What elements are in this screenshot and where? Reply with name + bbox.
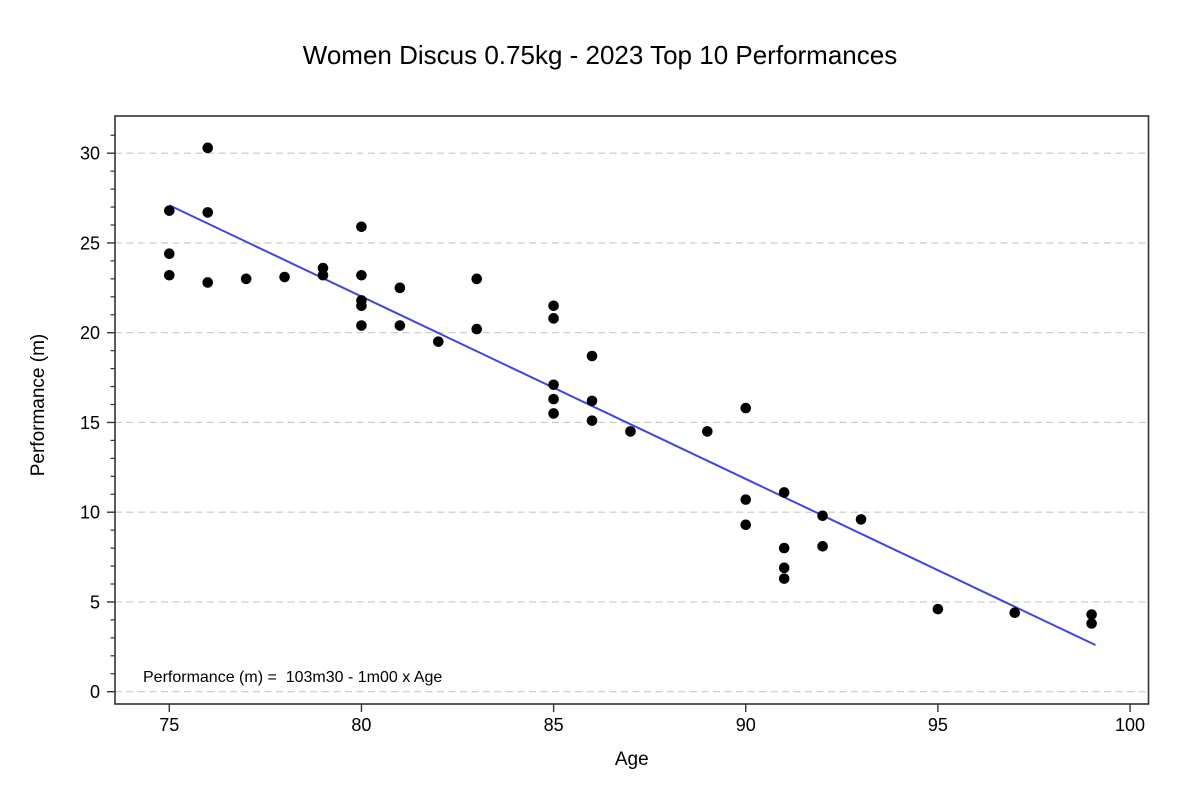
data-point bbox=[164, 269, 175, 281]
axis-ticks bbox=[107, 134, 1131, 712]
data-point bbox=[164, 248, 175, 260]
chart-title: Women Discus 0.75kg - 2023 Top 10 Perfor… bbox=[302, 40, 898, 70]
y-tick-label: 0 bbox=[90, 682, 100, 702]
data-point bbox=[778, 562, 790, 574]
data-point bbox=[740, 494, 752, 505]
data-point bbox=[778, 573, 790, 584]
data-point bbox=[548, 300, 559, 312]
x-tick-label: 95 bbox=[928, 715, 948, 735]
data-point bbox=[702, 426, 713, 437]
data-point bbox=[548, 313, 559, 324]
data-point bbox=[356, 320, 367, 331]
data-point bbox=[855, 514, 867, 525]
plot-frame bbox=[114, 115, 1150, 705]
data-point bbox=[202, 207, 214, 218]
data-point bbox=[471, 323, 483, 335]
y-tick-label: 30 bbox=[80, 144, 100, 164]
data-point bbox=[394, 320, 406, 331]
data-point bbox=[356, 300, 367, 312]
data-point bbox=[778, 542, 790, 554]
x-tick-label: 85 bbox=[544, 715, 564, 735]
data-point bbox=[240, 273, 252, 285]
y-tick-label: 15 bbox=[80, 413, 100, 433]
data-point bbox=[279, 271, 290, 283]
data-point bbox=[740, 519, 752, 531]
data-point bbox=[932, 603, 944, 615]
y-axis-label: Performance (m) bbox=[28, 334, 49, 477]
data-point bbox=[317, 269, 329, 281]
data-point bbox=[1086, 618, 1097, 629]
data-point bbox=[817, 541, 828, 552]
y-tick-label: 10 bbox=[80, 503, 100, 523]
data-point bbox=[548, 393, 559, 405]
data-point bbox=[356, 269, 367, 281]
data-point bbox=[740, 402, 752, 414]
data-point bbox=[433, 336, 444, 347]
regression-equation-annotation: Performance (m) = 103m30 - 1m00 x Age bbox=[143, 669, 442, 686]
data-point bbox=[548, 379, 559, 391]
data-point bbox=[548, 408, 559, 419]
data-point bbox=[1086, 609, 1097, 620]
data-points bbox=[164, 142, 1097, 629]
data-point bbox=[1009, 607, 1021, 619]
data-point bbox=[202, 277, 214, 288]
x-axis-label: Age bbox=[615, 749, 649, 770]
x-tick-label: 100 bbox=[1115, 715, 1145, 735]
tick-labels: 0 5 10 15 20 25 30 75 80 85 90 95 100 bbox=[80, 144, 1145, 735]
gridlines bbox=[115, 152, 1149, 693]
y-tick-label: 20 bbox=[80, 323, 100, 343]
data-point bbox=[586, 415, 598, 426]
data-point bbox=[778, 487, 790, 498]
data-point bbox=[586, 350, 598, 362]
data-point bbox=[202, 142, 214, 154]
data-point bbox=[164, 205, 175, 216]
data-point bbox=[586, 395, 598, 407]
x-tick-label: 75 bbox=[159, 715, 179, 735]
data-point bbox=[394, 282, 406, 294]
y-tick-label: 25 bbox=[80, 233, 100, 253]
x-tick-label: 80 bbox=[351, 715, 371, 735]
data-point bbox=[471, 273, 483, 285]
y-tick-label: 5 bbox=[90, 592, 100, 612]
x-tick-label: 90 bbox=[736, 715, 756, 735]
data-point bbox=[817, 510, 828, 522]
data-point bbox=[625, 426, 636, 437]
regression-line bbox=[168, 204, 1096, 646]
data-point bbox=[356, 221, 367, 233]
